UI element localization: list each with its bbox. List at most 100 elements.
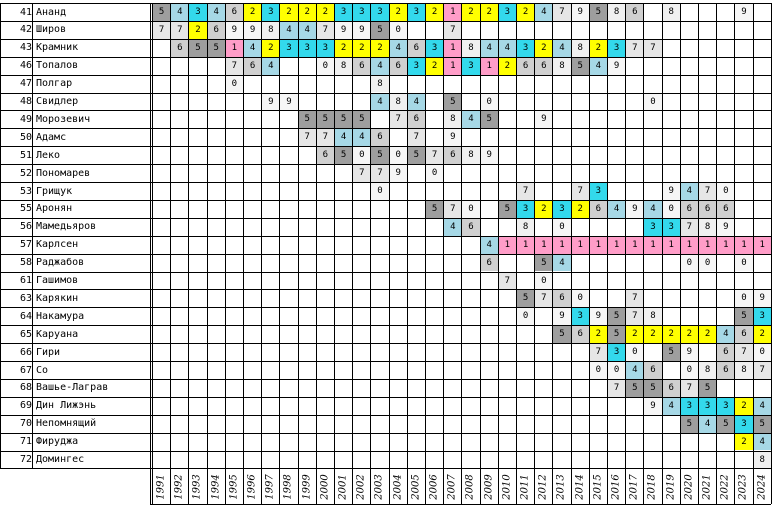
rank-cell: 3: [571, 308, 589, 326]
rank-cell: 2: [462, 4, 480, 21]
grid-line: [679, 3, 681, 505]
rank-cell: 7: [153, 21, 171, 39]
rank-cell: 9: [644, 397, 662, 415]
rank-cell: 5: [699, 379, 717, 397]
rank-cell: 3: [608, 344, 626, 361]
rank-cell: 3: [644, 218, 662, 236]
rank-cell: 0: [225, 75, 243, 93]
rank-cell: 2: [480, 4, 498, 21]
row-number: 57: [19, 239, 32, 251]
rank-cell: 4: [644, 200, 662, 218]
year-header: 2004: [389, 470, 407, 504]
grid-line: [734, 3, 736, 505]
rank-cell: 2: [262, 39, 280, 57]
row-number: 42: [19, 24, 32, 36]
player-name: Ананд: [36, 6, 67, 18]
rank-cell: 3: [553, 200, 571, 218]
rank-cell: 9: [680, 344, 698, 361]
rank-cell: 2: [699, 326, 717, 344]
grid-line: [0, 38, 771, 40]
rank-cell: 0: [608, 362, 626, 379]
year-label: 2013: [555, 474, 567, 501]
rank-cell: 6: [517, 57, 535, 75]
player-name: Накамура: [36, 310, 85, 322]
player-name: Домингес: [36, 454, 85, 465]
year-header: 1998: [279, 470, 297, 504]
rank-cell: 8: [553, 57, 571, 75]
player-name: Карякин: [36, 292, 79, 304]
grid-line: [0, 396, 771, 398]
rank-cell: 6: [626, 4, 644, 21]
rank-cell: 6: [571, 326, 589, 344]
rank-cell: 0: [699, 254, 717, 272]
rank-cell: 2: [498, 57, 516, 75]
row-number: 56: [19, 221, 32, 233]
rank-cell: 8: [753, 451, 771, 469]
grid-line: [0, 414, 771, 416]
rank-cell: 1: [735, 236, 753, 254]
year-header: 2013: [552, 470, 570, 504]
rank-cell: 8: [608, 4, 626, 21]
grid-line: [0, 110, 771, 112]
grid-line: [0, 56, 771, 58]
rank-cell: 9: [753, 290, 771, 308]
year-label: 2024: [756, 474, 768, 501]
rank-cell: 2: [571, 200, 589, 218]
row-number: 65: [19, 328, 32, 340]
rank-cell: 0: [753, 344, 771, 361]
grid-line: [0, 217, 771, 219]
rank-cell: 1: [589, 236, 607, 254]
rank-cell: 9: [626, 200, 644, 218]
rank-cell: 6: [535, 57, 553, 75]
rank-cell: 8: [462, 39, 480, 57]
rank-cell: 4: [535, 4, 553, 21]
rank-cell: 6: [407, 111, 425, 129]
rank-cell: 5: [662, 344, 680, 361]
year-header: 2002: [352, 470, 370, 504]
rank-cell: 2: [389, 4, 407, 21]
grid-line: [0, 253, 771, 255]
grid-line: [0, 74, 771, 76]
rank-cell: 8: [699, 218, 717, 236]
rank-cell: 0: [571, 290, 589, 308]
year-label: 2021: [701, 474, 713, 501]
rank-cell: 7: [371, 165, 389, 182]
rank-cell: 6: [225, 4, 243, 21]
rank-cell: 5: [498, 200, 516, 218]
grid-line: [698, 3, 699, 505]
rank-cell: 1: [517, 236, 535, 254]
rank-cell: 5: [571, 57, 589, 75]
year-label: 2011: [519, 474, 531, 501]
year-header: 2020: [680, 470, 698, 504]
rank-cell: 2: [662, 326, 680, 344]
row-number: 63: [19, 292, 32, 304]
rank-cell: 3: [262, 4, 280, 21]
rank-cell: 1: [571, 236, 589, 254]
grid-line: [0, 289, 771, 291]
rank-cell: 2: [371, 39, 389, 57]
rank-cell: 1: [444, 4, 462, 21]
grid-line: [497, 3, 499, 505]
rank-cell: 7: [589, 344, 607, 361]
year-header: 2018: [643, 470, 661, 504]
rank-cell: 6: [717, 344, 735, 361]
rank-cell: 5: [626, 379, 644, 397]
rank-cell: 3: [353, 4, 371, 21]
rank-cell: 2: [753, 326, 771, 344]
rank-cell: 9: [280, 93, 298, 111]
rank-cell: 9: [262, 93, 280, 111]
rank-cell: 0: [680, 362, 698, 379]
rank-cell: 4: [244, 39, 262, 57]
rank-cell: 4: [753, 397, 771, 415]
rank-cell: 4: [753, 433, 771, 451]
rank-cell: 7: [626, 308, 644, 326]
rank-cell: 2: [535, 39, 553, 57]
year-header: 1991: [152, 470, 170, 504]
rank-cell: 2: [589, 39, 607, 57]
rank-cell: 1: [480, 57, 498, 75]
rank-cell: 9: [535, 111, 553, 129]
rank-cell: 0: [353, 147, 371, 165]
rank-cell: 2: [517, 4, 535, 21]
rank-cell: 5: [371, 21, 389, 39]
grid-line: [0, 432, 771, 434]
